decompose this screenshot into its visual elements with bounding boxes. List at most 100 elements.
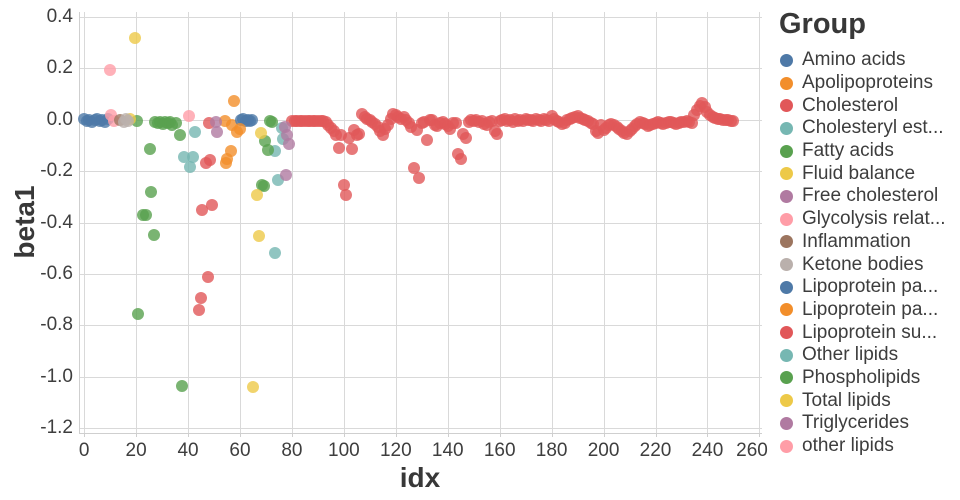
- legend-item[interactable]: Cholesteryl est...: [777, 117, 959, 140]
- y-gridline: [79, 325, 762, 327]
- y-gridline: [79, 273, 762, 275]
- scatter-point[interactable]: [449, 117, 462, 130]
- scatter-point[interactable]: [332, 142, 345, 155]
- legend-swatch-icon: [780, 371, 793, 385]
- legend-swatch-icon: [780, 280, 793, 294]
- legend-item-label: Phospholipids: [802, 366, 921, 388]
- scatter-point[interactable]: [204, 154, 217, 167]
- scatter-point[interactable]: [192, 303, 205, 316]
- scatter-point[interactable]: [257, 180, 270, 193]
- x-tick-mark: [84, 433, 86, 437]
- legend-item-label: Fluid balance: [802, 162, 916, 184]
- scatter-point[interactable]: [262, 143, 275, 156]
- scatter-point[interactable]: [282, 138, 295, 151]
- legend-item[interactable]: Amino acids: [777, 49, 959, 72]
- scatter-point[interactable]: [140, 209, 152, 222]
- scatter-point[interactable]: [202, 270, 215, 283]
- legend-item[interactable]: Glycolysis relat...: [777, 208, 959, 231]
- scatter-point[interactable]: [340, 188, 353, 201]
- scatter-point[interactable]: [195, 204, 208, 217]
- scatter-point[interactable]: [337, 178, 350, 191]
- scatter-point[interactable]: [173, 128, 186, 141]
- x-axis-title: idx: [399, 462, 441, 493]
- legend-item[interactable]: Ketone bodies: [777, 253, 959, 276]
- scatter-point[interactable]: [266, 116, 279, 129]
- legend-item[interactable]: Phospholipids: [777, 367, 959, 390]
- legend-item-label: Amino acids: [802, 49, 906, 71]
- y-tick-label: 0.2: [46, 57, 73, 79]
- legend-item[interactable]: Free cholesterol: [777, 185, 959, 208]
- scatter-point[interactable]: [144, 186, 157, 199]
- legend-item-label: Ketone bodies: [802, 253, 924, 275]
- legend-item-label: Cholesterol: [802, 94, 899, 116]
- scatter-point[interactable]: [189, 125, 202, 138]
- x-tick-label: 140: [431, 440, 464, 461]
- scatter-point[interactable]: [252, 230, 265, 243]
- x-tick-label: 160: [483, 440, 516, 461]
- scatter-point[interactable]: [234, 122, 246, 135]
- scatter-point[interactable]: [170, 116, 183, 129]
- y-gridline: [79, 17, 762, 19]
- scatter-point[interactable]: [103, 63, 116, 76]
- y-axis-line: [79, 12, 80, 433]
- scatter-point[interactable]: [132, 307, 145, 320]
- scatter-point[interactable]: [353, 127, 366, 140]
- x-tick-mark: [603, 433, 605, 437]
- scatter-point[interactable]: [345, 143, 358, 156]
- scatter-point[interactable]: [224, 144, 237, 157]
- scatter-point[interactable]: [195, 291, 208, 304]
- scatter-point[interactable]: [408, 162, 420, 175]
- scatter-point[interactable]: [454, 153, 467, 166]
- x-tick-label: 0: [78, 440, 90, 461]
- legend-item[interactable]: Triglycerides: [777, 412, 959, 435]
- plot-area[interactable]: [78, 12, 762, 437]
- legend-item[interactable]: other lipids: [777, 435, 959, 458]
- legend-item[interactable]: Fatty acids: [777, 140, 959, 163]
- y-tick-label: 0.4: [46, 6, 73, 28]
- scatter-point[interactable]: [121, 115, 134, 128]
- legend-swatch-icon: [780, 212, 793, 226]
- legend-item[interactable]: Fluid balance: [777, 162, 959, 185]
- scatter-point[interactable]: [209, 115, 222, 128]
- scatter-point[interactable]: [143, 143, 156, 156]
- legend-item[interactable]: Other lipids: [777, 344, 959, 367]
- y-gridline: [79, 222, 762, 224]
- scatter-point[interactable]: [129, 31, 142, 44]
- scatter-point[interactable]: [413, 172, 426, 185]
- scatter-point[interactable]: [254, 126, 267, 139]
- scatter-point[interactable]: [459, 131, 472, 144]
- scatter-point[interactable]: [187, 150, 199, 163]
- scatter-point[interactable]: [148, 229, 161, 242]
- legend-item-label: other lipids: [802, 435, 894, 457]
- scatter-point[interactable]: [228, 94, 241, 107]
- legend-item-label: Glycolysis relat...: [802, 208, 946, 230]
- x-axis-line: [79, 433, 762, 434]
- scatter-point[interactable]: [250, 188, 263, 201]
- scatter-point[interactable]: [279, 169, 292, 181]
- scatter-point[interactable]: [727, 115, 740, 128]
- scatter-point[interactable]: [246, 114, 259, 127]
- scatter-point[interactable]: [491, 128, 504, 141]
- y-gridline: [79, 427, 762, 429]
- legend-item[interactable]: Lipoprotein pa...: [777, 299, 959, 322]
- legend-swatch-icon: [780, 121, 793, 135]
- scatter-point[interactable]: [176, 379, 189, 392]
- x-tick-label: 80: [281, 440, 303, 461]
- legend-item[interactable]: Apolipoproteins: [777, 72, 959, 95]
- legend-item[interactable]: Inflammation: [777, 231, 959, 254]
- legend-item[interactable]: Cholesterol: [777, 94, 959, 117]
- scatter-point[interactable]: [211, 126, 224, 139]
- legend-item[interactable]: Lipoprotein pa...: [777, 276, 959, 299]
- legend-items: Amino acids Apolipoproteins Cholesterol Cho…: [777, 49, 959, 457]
- scatter-point[interactable]: [182, 110, 195, 123]
- scatter-point[interactable]: [205, 199, 218, 212]
- legend-item[interactable]: Lipoprotein su...: [777, 321, 959, 344]
- scatter-point[interactable]: [268, 246, 281, 259]
- legend-swatch-icon: [780, 416, 793, 430]
- scatter-point[interactable]: [420, 134, 433, 147]
- scatter-point[interactable]: [246, 380, 259, 393]
- legend-item[interactable]: Total lipids: [777, 389, 959, 412]
- scatter-point[interactable]: [184, 160, 197, 173]
- x-tick-mark: [655, 433, 657, 437]
- x-tick-label: 220: [639, 440, 672, 461]
